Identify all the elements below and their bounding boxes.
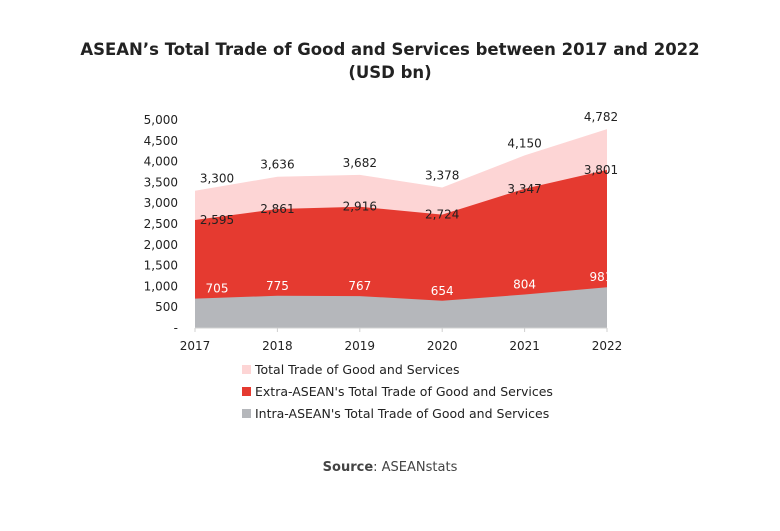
data-label: 4,782 (584, 110, 618, 124)
x-tick-label: 2019 (345, 339, 376, 353)
y-tick-label: 3,000 (144, 196, 178, 210)
area-series-2 (195, 287, 607, 328)
data-label: 804 (513, 278, 536, 292)
data-label: 705 (206, 282, 229, 296)
data-label: 3,347 (507, 182, 541, 196)
area-chart: 2017 2018 2019 2020 2021 2022 - 500 1,000 1,500 2,… (144, 110, 623, 353)
x-tick-label: 2017 (180, 339, 211, 353)
legend-label: Total Trade of Good and Services (255, 361, 460, 377)
data-label: 2,724 (425, 208, 459, 222)
x-tick-label: 2021 (509, 339, 540, 353)
chart-title: ASEAN’s Total Trade of Good and Services… (80, 40, 700, 59)
data-label: 4,150 (507, 136, 541, 150)
legend-label: Intra-ASEAN's Total Trade of Good and Se… (255, 405, 550, 421)
legend: Total Trade of Good and Services Extra-AS… (242, 358, 553, 424)
data-label: 3,682 (343, 156, 377, 170)
source-label: Source (322, 460, 374, 475)
legend-item: Extra-ASEAN's Total Trade of Good and Se… (242, 380, 553, 402)
data-label: 3,801 (584, 163, 618, 177)
data-label: 2,916 (343, 200, 377, 214)
area-series-1 (195, 169, 607, 328)
source-text: : ASEANstats (373, 460, 458, 475)
legend-item: Intra-ASEAN's Total Trade of Good and Se… (242, 402, 553, 424)
y-tick-label: 4,000 (144, 155, 178, 169)
data-label: 2,595 (200, 213, 234, 227)
legend-swatch (242, 364, 251, 374)
y-tick-label: 500 (155, 300, 178, 314)
legend-label: Extra-ASEAN's Total Trade of Good and Se… (255, 383, 553, 399)
legend-swatch (242, 408, 251, 418)
y-tick-label: 4,500 (144, 134, 178, 148)
x-tick-label: 2018 (262, 339, 293, 353)
y-tick-label: 5,000 (144, 113, 178, 127)
data-label: 2,861 (260, 202, 294, 216)
y-tick-label: 1,500 (144, 259, 178, 273)
data-label: 981 (590, 270, 613, 284)
data-label: 767 (348, 279, 371, 293)
legend-item: Total Trade of Good and Services (242, 358, 553, 380)
data-label: 3,636 (260, 158, 294, 172)
data-label: 3,378 (425, 168, 459, 182)
y-tick-label: 1,000 (144, 279, 178, 293)
x-tick-label: 2020 (427, 339, 458, 353)
legend-swatch (242, 386, 251, 396)
x-tick-label: 2022 (592, 339, 623, 353)
y-tick-label: 3,500 (144, 175, 178, 189)
data-label: 775 (266, 279, 289, 293)
y-tick-label: 2,000 (144, 238, 178, 252)
y-tick-label: 2,500 (144, 217, 178, 231)
chart-subtitle: (USD bn) (348, 63, 432, 82)
y-tick-label: - (174, 321, 178, 335)
data-label: 654 (431, 284, 454, 298)
source-note: Source: ASEANstats (0, 460, 780, 475)
data-label: 3,300 (200, 172, 234, 186)
